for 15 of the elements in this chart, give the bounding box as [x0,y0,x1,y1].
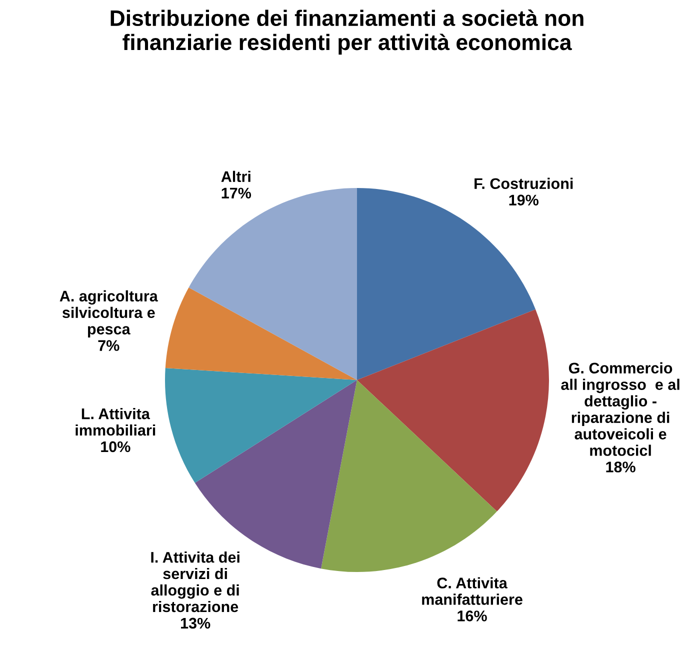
slice-label: I. Attivita dei servizi di alloggio e di ristorazione [151,552,240,612]
slice-label: L. Attivita immobiliari [76,408,156,436]
slice-label: A. agricoltura silvicoltura e pesca [60,290,158,338]
data-label: 13% [180,618,210,629]
data-label: 16% [458,610,487,622]
slice-label: C. Attivita manifatturiere [422,577,522,605]
chart-title: Distribuzione dei finanziamenti a società non finanziarie residenti per attività economica [110,10,584,55]
data-label: 17% [222,188,252,198]
data-label: 7% [98,340,120,351]
data-label: 10% [101,441,130,452]
slice-label: G. Commercio all ingrosso e al dettaglio - riparazione di autoveicoli e motocicl [561,362,680,456]
slice-label: F. Costruzioni [474,178,573,190]
data-label: 18% [606,462,636,472]
slice-label: Altri [221,170,250,182]
data-label: 19% [509,194,539,206]
